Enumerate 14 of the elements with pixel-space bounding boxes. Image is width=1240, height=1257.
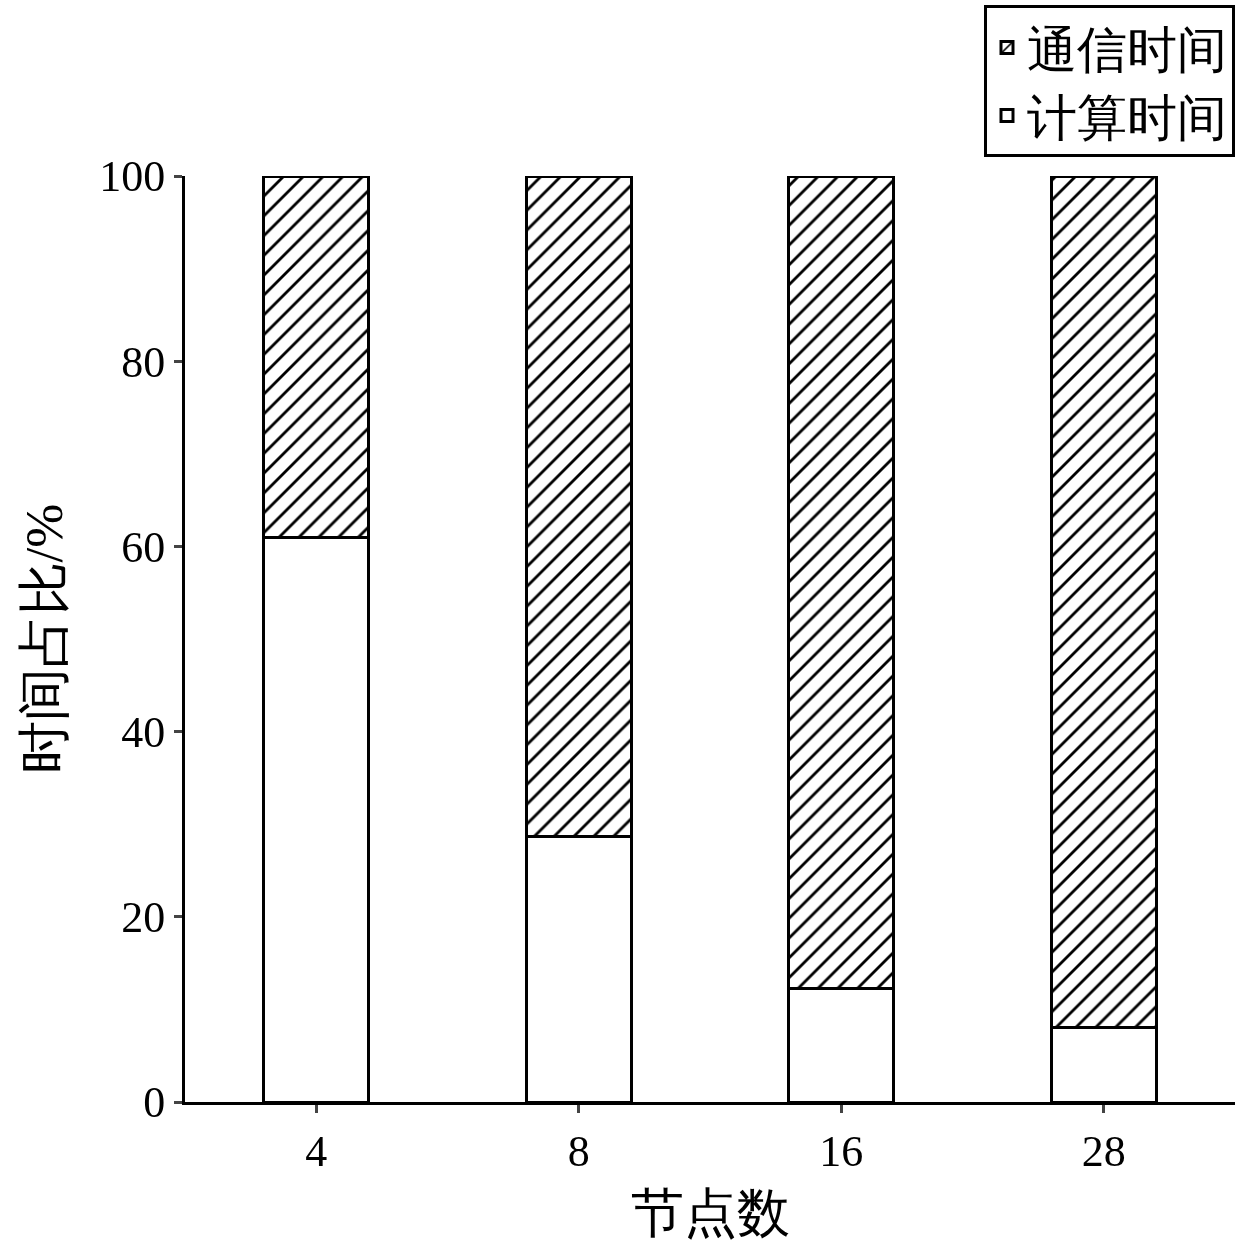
y-tick-label: 60 [121, 522, 166, 572]
x-tick-label: 8 [567, 1126, 590, 1176]
x-axis-title: 节点数 [630, 1184, 790, 1243]
y-tick-label: 100 [99, 152, 166, 202]
y-tick-label: 80 [121, 337, 166, 387]
y-tick-label: 0 [143, 1078, 166, 1128]
y-axis-title: 时间占比/% [15, 503, 74, 775]
x-tick-label: 4 [305, 1126, 328, 1176]
text: 通信时间 [1027, 21, 1227, 78]
x-tick-label: 28 [1081, 1126, 1126, 1176]
y-tick-label: 40 [121, 708, 166, 757]
y-tick-label: 20 [121, 893, 166, 943]
x-tick-label: 16 [819, 1126, 864, 1176]
legend-label: 计算时间 [1027, 89, 1227, 146]
